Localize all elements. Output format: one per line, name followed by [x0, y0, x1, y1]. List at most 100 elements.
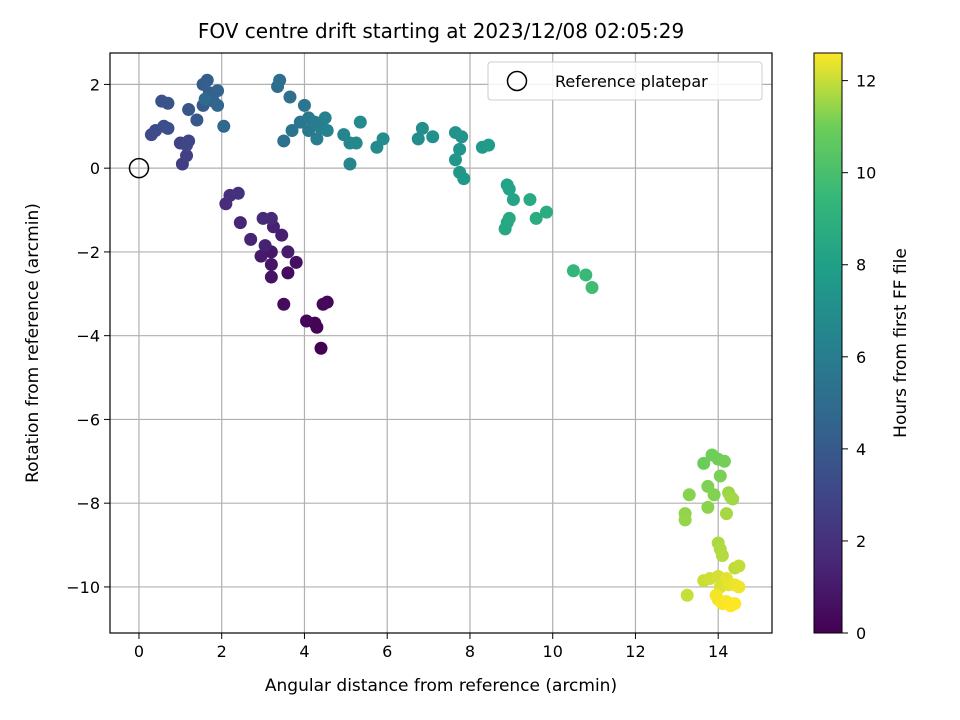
colorbar-tick-label: 10	[856, 164, 876, 183]
data-point	[254, 249, 268, 263]
data-point	[161, 121, 175, 135]
chart-title: FOV centre drift starting at 2023/12/08 …	[198, 19, 684, 43]
colorbar-tick-label: 2	[856, 532, 866, 551]
data-point	[455, 130, 469, 144]
data-point	[200, 73, 214, 87]
data-point	[289, 255, 303, 269]
data-point	[697, 456, 711, 470]
x-tick-label: 10	[543, 642, 563, 661]
data-point	[273, 73, 287, 87]
data-point	[728, 597, 742, 611]
colorbar-tick-label: 8	[856, 256, 866, 275]
data-point	[258, 239, 272, 253]
legend-marker-icon	[506, 70, 528, 92]
data-point	[180, 149, 194, 163]
data-point	[678, 513, 692, 527]
data-point	[297, 98, 311, 112]
x-tick-label: 4	[299, 642, 309, 661]
data-point	[285, 123, 299, 137]
x-tick-label: 6	[382, 642, 392, 661]
data-point	[540, 205, 554, 219]
data-point	[732, 559, 746, 573]
colorbar: 0 2 4 6 8 10 12 Hours from first FF file	[813, 52, 911, 643]
data-point	[353, 115, 367, 129]
data-point	[283, 90, 297, 104]
colorbar-label: Hours from first FF file	[891, 248, 911, 438]
data-point	[300, 314, 314, 328]
colorbar-ticks: 0 2 4 6 8 10 12	[842, 72, 876, 643]
colorbar-tick-label: 0	[856, 624, 866, 643]
x-tick-label: 2	[217, 642, 227, 661]
legend-label: Reference platepar	[555, 72, 708, 91]
data-point	[502, 182, 516, 196]
data-point	[180, 138, 194, 152]
data-point	[713, 469, 727, 483]
data-point	[453, 142, 467, 156]
data-point	[264, 270, 278, 284]
data-point	[448, 153, 462, 167]
data-point	[161, 96, 175, 110]
data-point	[726, 492, 740, 506]
data-point	[277, 297, 291, 311]
y-axis-label: Rotation from reference (arcmin)	[23, 203, 43, 483]
data-point	[732, 580, 746, 594]
data-point	[217, 119, 231, 133]
data-point	[529, 211, 543, 225]
data-point	[190, 113, 204, 127]
data-point	[310, 132, 324, 146]
data-point	[281, 245, 295, 259]
data-point	[566, 264, 580, 278]
data-point	[343, 157, 357, 171]
data-point	[415, 121, 429, 135]
data-point	[715, 549, 729, 563]
data-point	[275, 228, 289, 242]
data-point	[707, 488, 721, 502]
grid-lines	[110, 53, 772, 633]
data-point	[502, 211, 516, 225]
data-point	[701, 500, 715, 514]
x-axis-label: Angular distance from reference (arcmin)	[265, 676, 617, 696]
y-tick-label: −6	[76, 410, 100, 429]
data-point	[506, 193, 520, 207]
data-point	[717, 454, 731, 468]
y-axis-ticks: 2 0 −2 −4 −6 −8 −10	[66, 75, 110, 597]
colorbar-tick-label: 12	[856, 72, 876, 91]
colorbar-gradient	[813, 52, 843, 634]
y-tick-label: −2	[76, 243, 100, 262]
data-point	[411, 132, 425, 146]
data-point	[376, 132, 390, 146]
data-point	[277, 134, 291, 148]
x-tick-label: 14	[708, 642, 728, 661]
data-point	[318, 111, 332, 125]
data-point	[579, 268, 593, 282]
data-points	[144, 73, 746, 613]
axes-frame	[109, 52, 773, 634]
x-tick-label: 12	[625, 642, 645, 661]
y-tick-label: 0	[90, 159, 100, 178]
x-axis-ticks: 0 2 4 6 8 10 12 14	[134, 633, 728, 661]
data-point	[211, 84, 225, 98]
reference-platepar-marker	[128, 157, 150, 179]
y-tick-label: −4	[76, 327, 100, 346]
y-tick-label: −10	[66, 578, 100, 597]
data-point	[457, 172, 471, 186]
data-point	[316, 297, 330, 311]
data-point	[498, 222, 512, 236]
data-point	[281, 266, 295, 280]
data-point	[682, 488, 696, 502]
data-point	[231, 186, 245, 200]
data-point	[719, 507, 733, 521]
data-point	[182, 103, 196, 117]
data-point	[680, 588, 694, 602]
data-point	[482, 138, 496, 152]
y-tick-label: −8	[76, 494, 100, 513]
reference-marker	[128, 157, 150, 179]
data-point	[256, 211, 270, 225]
data-point	[585, 281, 599, 295]
y-tick-label: 2	[90, 75, 100, 94]
x-tick-label: 0	[134, 642, 144, 661]
data-point	[320, 123, 334, 137]
legend: Reference platepar	[487, 61, 763, 101]
